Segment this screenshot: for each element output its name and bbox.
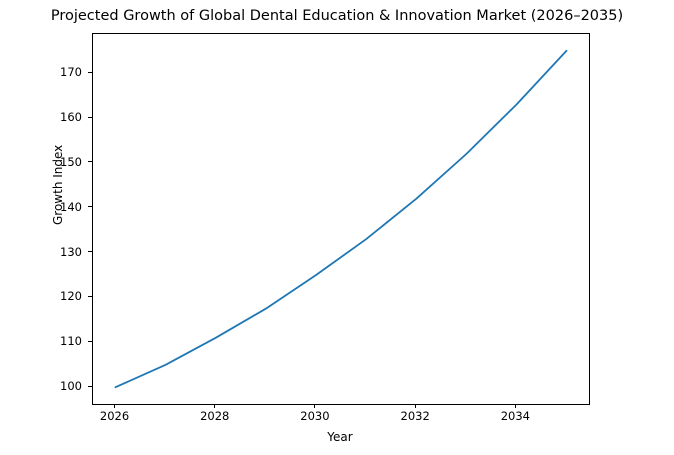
y-tick-label: 100 (60, 379, 82, 394)
x-tick-mark (114, 404, 116, 408)
y-tick-label: 170 (60, 65, 82, 80)
y-tick-label: 140 (60, 199, 82, 214)
line-plot (114, 49, 568, 389)
y-tick-mark (88, 71, 92, 73)
x-tick-label: 2030 (300, 409, 330, 423)
y-tick-mark (88, 385, 92, 387)
y-tick-mark (88, 116, 92, 118)
y-tick-label: 120 (60, 289, 82, 304)
y-tick-label: 110 (60, 334, 82, 349)
x-axis-label: Year (327, 430, 353, 444)
x-tick-label: 2034 (500, 409, 530, 423)
x-tick-mark (214, 404, 216, 408)
x-tick-mark (314, 404, 316, 408)
y-tick-mark (88, 340, 92, 342)
growth-index-line (114, 49, 568, 389)
x-tick-label: 2028 (200, 409, 230, 423)
y-tick-mark (88, 295, 92, 297)
y-tick-label: 130 (60, 244, 82, 259)
x-tick-mark (514, 404, 516, 408)
y-tick-mark (88, 251, 92, 253)
x-tick-mark (414, 404, 416, 408)
x-tick-label: 2026 (99, 409, 130, 423)
chart-title: Projected Growth of Global Dental Educat… (50, 8, 624, 24)
plot-area (92, 33, 590, 405)
y-tick-mark (88, 161, 92, 163)
y-tick-mark (88, 206, 92, 208)
x-tick-label: 2032 (400, 409, 430, 423)
y-tick-label: 150 (60, 154, 82, 169)
y-tick-label: 160 (60, 110, 82, 125)
